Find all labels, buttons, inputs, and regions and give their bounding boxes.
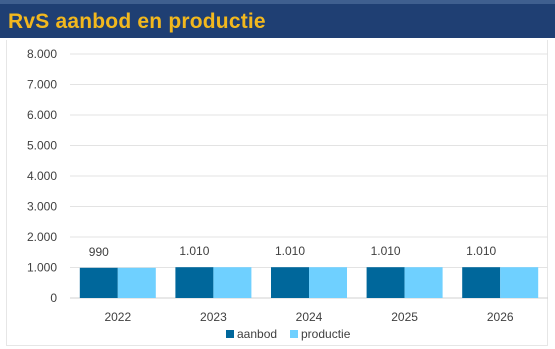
data-label: 990 — [89, 245, 109, 259]
y-tick-label: 1.000 — [27, 261, 57, 275]
legend-label-aanbod: aanbod — [237, 327, 277, 341]
bar-productie-2025 — [404, 267, 443, 298]
legend-swatch-productie — [290, 330, 298, 338]
y-tick-label: 7.000 — [27, 78, 57, 92]
bar-productie-2022 — [117, 267, 156, 298]
x-tick-label: 2024 — [296, 310, 323, 324]
chart-title: RvS aanbod en productie — [8, 10, 266, 33]
y-tick-label: 6.000 — [27, 108, 57, 122]
y-tick-label: 3.000 — [27, 200, 57, 214]
y-tick-label: 2.000 — [27, 230, 57, 244]
x-tick-label: 2026 — [487, 310, 514, 324]
x-tick-label: 2023 — [200, 310, 227, 324]
bar-aanbod-2026 — [462, 267, 501, 298]
data-label: 1.010 — [275, 244, 305, 258]
bar-aanbod-2023 — [175, 267, 214, 298]
y-tick-label: 5.000 — [27, 139, 57, 153]
data-label: 1.010 — [466, 244, 496, 258]
y-tick-label: 4.000 — [27, 169, 57, 183]
bar-productie-2024 — [309, 267, 347, 298]
data-label: 1.010 — [371, 244, 401, 258]
x-tick-label: 2025 — [391, 310, 418, 324]
bar-aanbod-2024 — [271, 267, 309, 298]
x-tick-label: 2022 — [104, 310, 131, 324]
bar-productie-2023 — [213, 267, 252, 298]
legend-swatch-aanbod — [226, 330, 234, 338]
legend-label-productie: productie — [301, 327, 351, 341]
y-tick-label: 8.000 — [27, 47, 57, 61]
bar-productie-2026 — [500, 267, 539, 298]
data-label: 1.010 — [179, 244, 209, 258]
bar-aanbod-2025 — [366, 267, 405, 298]
chart-frame — [6, 40, 548, 346]
bar-aanbod-2022 — [79, 267, 118, 298]
y-tick-label: 0 — [50, 291, 57, 305]
chart-title-bar: RvS aanbod en productie — [0, 0, 555, 38]
